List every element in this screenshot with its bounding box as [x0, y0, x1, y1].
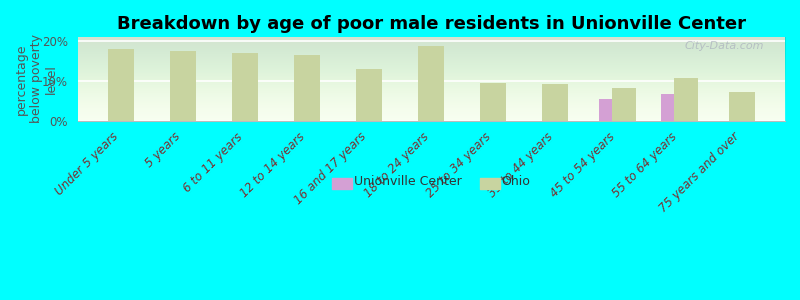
Y-axis label: percentage
below poverty
level: percentage below poverty level	[15, 34, 58, 124]
Bar	[108, 49, 134, 121]
Bar	[674, 78, 698, 121]
Legend: Unionville Center, Ohio: Unionville Center, Ohio	[327, 170, 535, 193]
Bar	[356, 69, 382, 121]
Title: Breakdown by age of poor male residents in Unionville Center: Breakdown by age of poor male residents …	[117, 15, 746, 33]
Bar	[599, 99, 623, 121]
Bar	[612, 88, 636, 121]
Text: City-Data.com: City-Data.com	[684, 41, 764, 51]
Bar	[232, 53, 258, 121]
Bar	[481, 83, 506, 121]
Bar	[294, 55, 320, 121]
Bar	[418, 46, 444, 121]
Bar	[662, 94, 685, 121]
Bar	[729, 92, 754, 121]
Bar	[542, 84, 569, 121]
Bar	[170, 51, 196, 121]
